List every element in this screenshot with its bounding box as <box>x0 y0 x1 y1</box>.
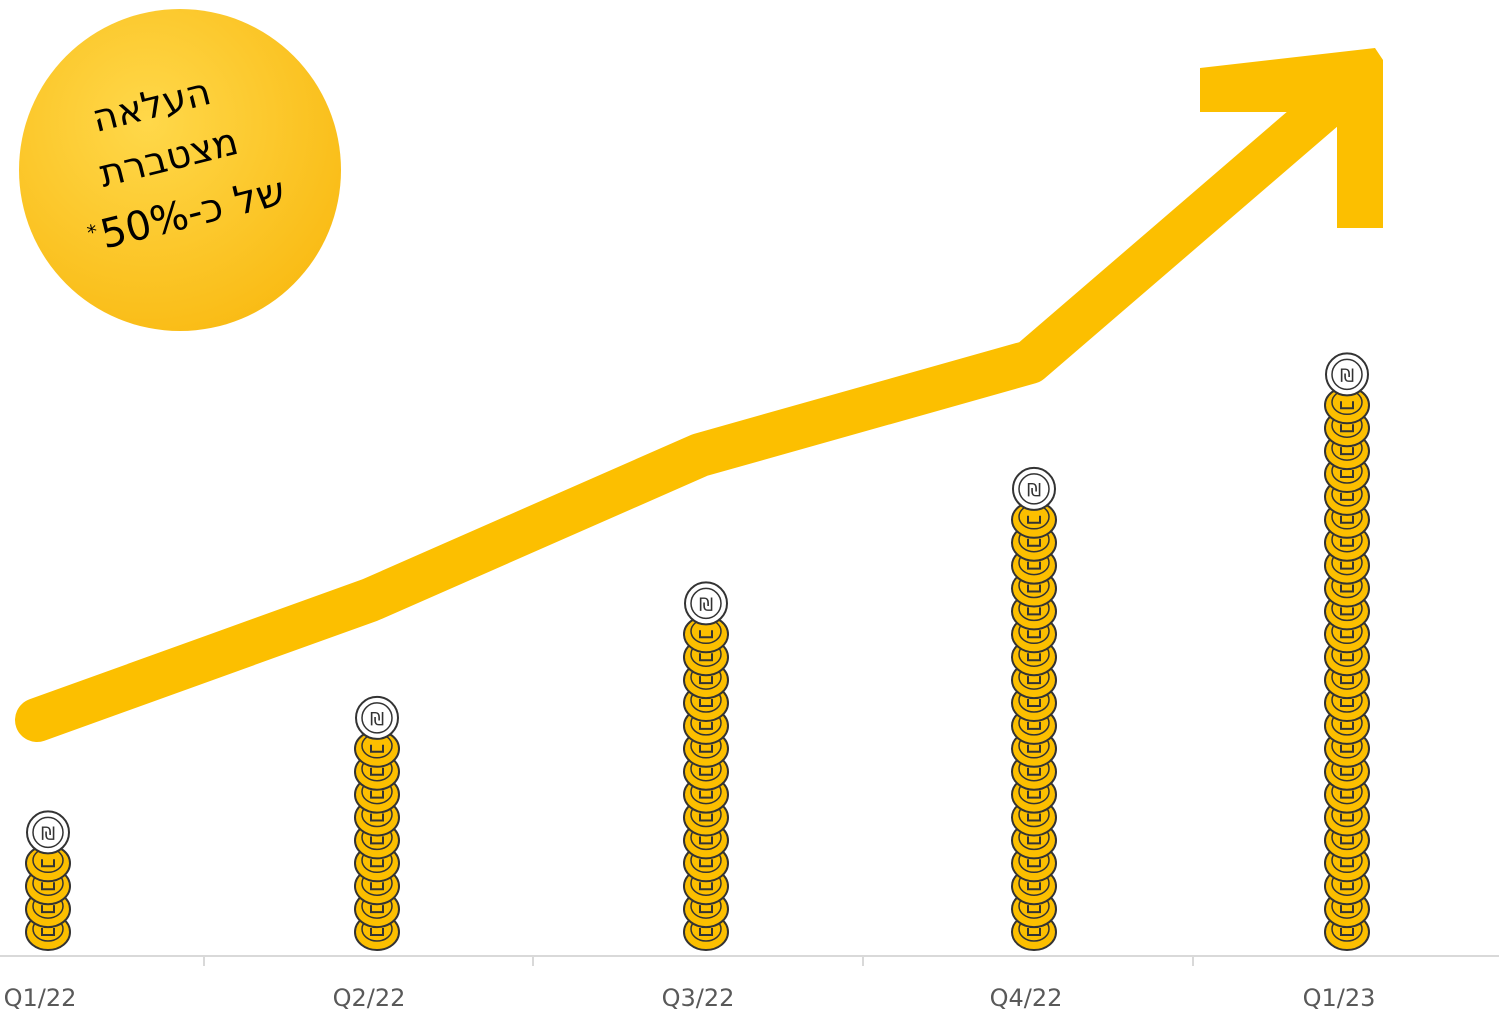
x-tick-label: Q1/23 <box>1303 984 1376 1012</box>
coin-stack-bar: ₪ <box>683 581 729 951</box>
coin-top: ₪ <box>26 810 70 855</box>
coin-top: ₪ <box>1325 352 1369 397</box>
x-tick-label: Q1/22 <box>4 984 77 1012</box>
coin-top: ₪ <box>1012 466 1056 511</box>
coin-symbol: ₪ <box>370 709 384 730</box>
coin-symbol: ₪ <box>699 594 713 615</box>
x-axis-tick-labels: Q1/22 Q2/22 Q3/22 Q4/22 Q1/23 <box>4 984 1376 1012</box>
coin-symbol: ₪ <box>41 823 55 844</box>
x-tick-label: Q3/22 <box>662 984 735 1012</box>
coin-stack-bar: ₪ <box>1324 352 1370 951</box>
trend-arrow-line <box>15 56 1382 742</box>
trend-arrow-head <box>1200 48 1383 228</box>
cumulative-increase-badge: העלאה מצטברת של כ-50% * <box>19 9 341 331</box>
coin-stack-bar: ₪ <box>25 810 71 951</box>
coin <box>25 844 71 883</box>
coin-stacks: ₪ ₪ ₪ ₪ ₪ <box>25 352 1370 951</box>
coin <box>1011 500 1057 539</box>
coin <box>354 729 400 768</box>
x-tick-label: Q4/22 <box>990 984 1063 1012</box>
coin-stack-bar: ₪ <box>1011 466 1057 951</box>
x-axis-tick-marks <box>203 956 1194 966</box>
coin-stack-bar: ₪ <box>354 695 400 951</box>
coin-symbol: ₪ <box>1340 365 1354 386</box>
badge-circle <box>19 9 341 331</box>
coin-top: ₪ <box>355 695 399 740</box>
x-tick-label: Q2/22 <box>333 984 406 1012</box>
coin-top: ₪ <box>684 581 728 626</box>
coin-symbol: ₪ <box>1027 480 1041 501</box>
